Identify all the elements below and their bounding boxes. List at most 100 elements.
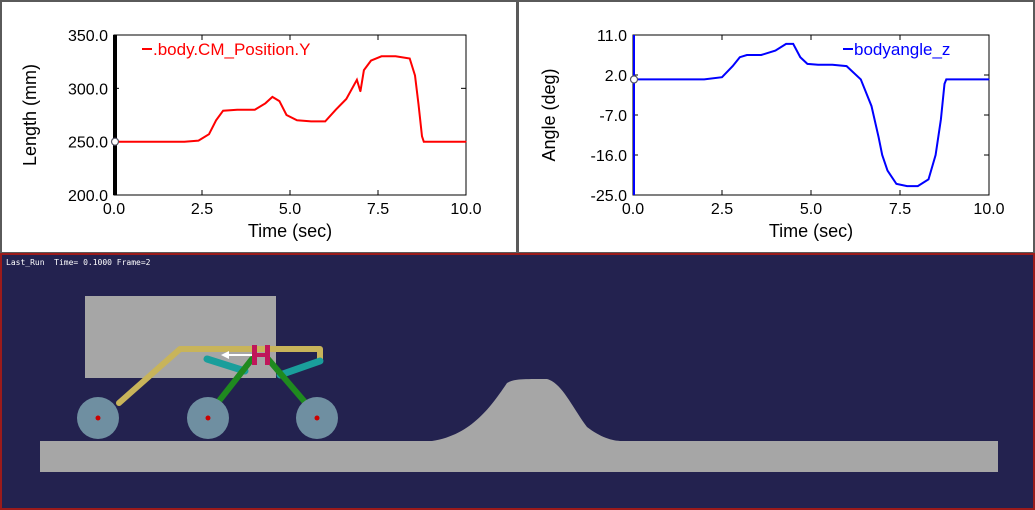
x-axis-label: Time (sec) bbox=[769, 221, 853, 241]
y-tick-label: -7.0 bbox=[599, 108, 627, 125]
data-point bbox=[943, 83, 946, 85]
legend-label: .body.CM_Position.Y bbox=[153, 40, 310, 59]
data-point bbox=[363, 69, 365, 71]
y-tick-label: 250.0 bbox=[68, 135, 108, 152]
data-point bbox=[806, 63, 809, 65]
data-point bbox=[906, 185, 908, 187]
data-point bbox=[278, 100, 281, 102]
data-point bbox=[860, 78, 862, 81]
plot-frame bbox=[113, 34, 467, 196]
data-point bbox=[359, 90, 361, 93]
x-axis-label: Time (sec) bbox=[248, 221, 332, 241]
y-axis-label: Length (mm) bbox=[20, 64, 40, 166]
animation-status-text: Last_Run Time= 0.1000 Frame=2 bbox=[6, 258, 151, 267]
data-point bbox=[423, 141, 425, 143]
data-point bbox=[799, 56, 801, 58]
data-point bbox=[414, 74, 416, 77]
data-point bbox=[197, 140, 200, 142]
y-tick-label: 200.0 bbox=[68, 188, 108, 205]
data-point bbox=[760, 54, 762, 56]
current-time-marker bbox=[629, 75, 639, 84]
angle-plot: 11.0 2.0 -7.0 -16.0 -25.00.0 2.5 5.0 7.5 10.0 Tim… bbox=[539, 28, 1005, 241]
data-point bbox=[215, 119, 217, 121]
data-point bbox=[870, 105, 873, 107]
data-point bbox=[183, 141, 185, 143]
data-point bbox=[296, 119, 298, 121]
data-point bbox=[356, 79, 358, 81]
length-plot-panel: 350.0 300.0 250.0 200.0 0.0 2.5 5.0 7.5 10.0 Time… bbox=[0, 0, 518, 254]
data-point bbox=[917, 185, 919, 187]
data-point bbox=[345, 98, 347, 100]
pivot-bar bbox=[252, 353, 270, 357]
data-point bbox=[792, 43, 794, 45]
data-point bbox=[774, 49, 776, 52]
data-point bbox=[421, 135, 423, 137]
y-tick-label: 350.0 bbox=[68, 28, 108, 45]
data-point bbox=[370, 60, 372, 62]
y-tick-label: 300.0 bbox=[68, 81, 108, 98]
data-point bbox=[254, 109, 256, 111]
data-point bbox=[952, 78, 954, 81]
data-point bbox=[703, 78, 705, 81]
data-point bbox=[417, 103, 420, 105]
data-point bbox=[927, 178, 930, 181]
x-tick-label: 10.0 bbox=[450, 201, 481, 218]
data-point bbox=[732, 65, 734, 67]
data-point bbox=[785, 43, 787, 45]
data-point bbox=[935, 154, 937, 156]
data-point bbox=[746, 54, 748, 56]
y-tick-label: -16.0 bbox=[591, 148, 628, 165]
x-tick-label: 7.5 bbox=[367, 201, 389, 218]
data-point bbox=[817, 64, 819, 66]
data-point bbox=[945, 78, 947, 81]
x-tick-label: 2.5 bbox=[191, 201, 213, 218]
wheel-front-center bbox=[95, 415, 101, 421]
wheel-middle-center bbox=[205, 415, 211, 421]
data-point bbox=[236, 109, 238, 111]
x-tick-label: 7.5 bbox=[889, 201, 911, 218]
series-line-body-cm-position-y bbox=[114, 55, 466, 143]
direction-arrow-head bbox=[221, 351, 229, 359]
x-tick-label: 0.0 bbox=[622, 201, 644, 218]
ground-terrain bbox=[40, 379, 998, 472]
length-plot: 350.0 300.0 250.0 200.00.0 2.5 5.0 7.5 10.0 Time… bbox=[20, 28, 482, 241]
rocker-arm bbox=[116, 346, 323, 406]
data-point bbox=[380, 55, 383, 57]
y-tick-label: -25.0 bbox=[591, 188, 628, 205]
data-point bbox=[846, 65, 848, 67]
data-point bbox=[222, 110, 224, 112]
data-point bbox=[668, 78, 670, 81]
data-point bbox=[285, 114, 288, 116]
x-tick-label: 2.5 bbox=[711, 201, 733, 218]
x-tick-label: 5.0 bbox=[800, 201, 822, 218]
legend-label: bodyangle_z bbox=[854, 40, 950, 59]
data-point bbox=[409, 57, 411, 60]
data-point bbox=[324, 120, 326, 122]
data-point bbox=[271, 96, 273, 98]
data-point bbox=[465, 141, 467, 143]
link-teal-left bbox=[203, 355, 249, 375]
wheel-rear-center bbox=[314, 415, 320, 421]
x-tick-label: 10.0 bbox=[973, 201, 1004, 218]
data-point bbox=[739, 56, 741, 58]
current-time-marker bbox=[110, 137, 120, 146]
plot-frame bbox=[632, 34, 990, 196]
y-tick-label: 2.0 bbox=[605, 68, 627, 85]
data-point bbox=[430, 141, 432, 143]
data-point bbox=[940, 118, 942, 121]
data-point bbox=[395, 55, 397, 57]
data-point bbox=[988, 78, 990, 81]
link-teal-right bbox=[276, 357, 324, 379]
data-point bbox=[310, 120, 312, 122]
x-tick-label: 5.0 bbox=[279, 201, 301, 218]
data-point bbox=[721, 76, 723, 78]
y-tick-label: 11.0 bbox=[597, 28, 627, 45]
angle-plot-panel: 11.0 2.0 -7.0 -16.0 -25.0 0.0 2.5 5.0 7.5 10.0 Tim… bbox=[517, 0, 1035, 254]
data-point bbox=[895, 183, 898, 185]
data-point bbox=[881, 154, 883, 156]
data-point bbox=[886, 169, 889, 172]
data-point bbox=[208, 133, 210, 135]
x-tick-label: 0.0 bbox=[103, 201, 125, 218]
data-point bbox=[148, 141, 150, 143]
animation-viewport[interactable]: Last_Run Time= 0.1000 Frame=2 bbox=[0, 253, 1035, 510]
